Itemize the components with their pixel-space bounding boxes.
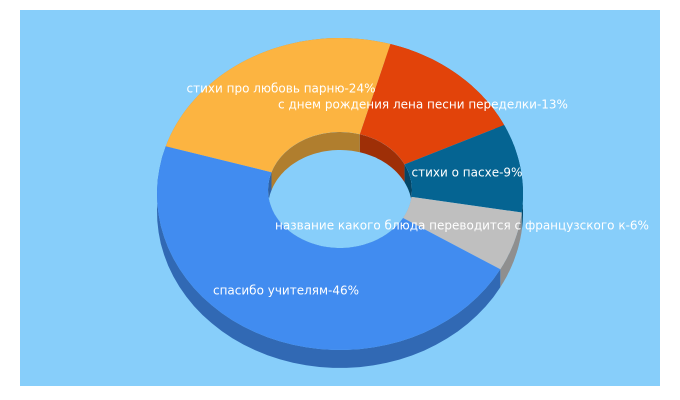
data-label: стихи о пасхе-9% (412, 166, 523, 180)
data-label: стихи про любовь парню-24% (187, 82, 376, 96)
slice (359, 44, 505, 165)
hole-background (268, 132, 412, 248)
slice (403, 196, 522, 270)
slice-inner-side (404, 164, 412, 215)
slice (157, 146, 501, 350)
slice-inner-side (271, 132, 360, 191)
data-label: спасибо учителям-46% (213, 284, 359, 298)
slice (165, 38, 391, 173)
data-label: с днем рождения лена песни переделки-13% (278, 98, 568, 112)
data-label: название какого блюда переводится с фран… (275, 219, 649, 233)
slice-side (500, 212, 522, 288)
slice-inner-side (359, 134, 405, 183)
slice (404, 125, 523, 213)
